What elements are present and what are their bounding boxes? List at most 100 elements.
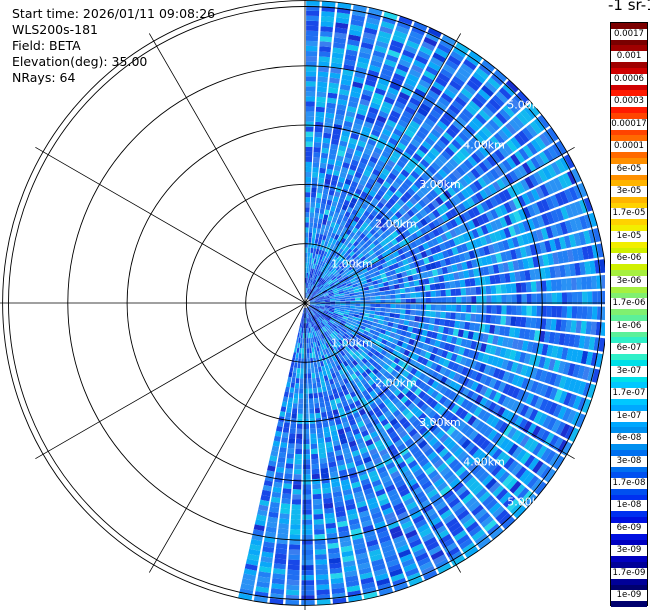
range-bin <box>275 471 284 478</box>
range-bin <box>332 324 338 329</box>
range-bin <box>324 308 330 311</box>
range-bin <box>371 511 383 520</box>
range-bin <box>317 259 322 266</box>
range-bin <box>315 116 324 123</box>
range-bin <box>511 387 521 399</box>
range-bin <box>406 365 414 373</box>
range-bin <box>446 546 460 558</box>
range-bin <box>404 78 417 88</box>
range-bin <box>486 305 492 314</box>
range-bin <box>332 344 337 350</box>
range-bin <box>471 305 477 313</box>
range-bin <box>499 454 511 467</box>
range-bin <box>312 292 317 297</box>
range-bin <box>308 312 311 318</box>
range-bin <box>314 320 318 326</box>
range-bin <box>417 176 427 186</box>
range-bin <box>462 330 469 339</box>
range-bin <box>566 278 572 291</box>
range-bin <box>314 306 319 310</box>
range-bin <box>526 159 537 173</box>
range-bin <box>566 292 573 305</box>
range-bin <box>457 92 470 104</box>
range-bin <box>311 327 314 333</box>
range-bin <box>308 294 312 300</box>
range-bin <box>342 215 349 223</box>
range-bin <box>564 425 575 440</box>
range-bin <box>365 368 372 375</box>
range-bin <box>314 253 318 260</box>
range-bin <box>356 166 365 174</box>
range-bin <box>350 159 359 167</box>
range-bin <box>382 101 393 110</box>
range-bin <box>323 262 328 269</box>
range-bin <box>361 357 368 365</box>
range-bin <box>302 494 312 500</box>
range-bin <box>408 415 418 424</box>
range-bin <box>330 303 336 305</box>
range-bin <box>401 182 410 191</box>
range-bin <box>399 266 406 273</box>
range-bin <box>273 435 281 442</box>
range-bin <box>318 442 326 449</box>
range-bin <box>327 347 332 353</box>
range-bin <box>375 296 381 300</box>
range-bin <box>320 406 326 413</box>
range-bin <box>305 307 307 313</box>
range-bin <box>461 296 467 304</box>
range-bin <box>506 156 517 169</box>
range-bin <box>322 268 327 274</box>
range-bin <box>288 544 301 550</box>
range-bin <box>310 316 313 322</box>
range-bin <box>361 280 368 285</box>
range-bin <box>325 348 330 354</box>
range-bin <box>375 525 388 534</box>
range-bin <box>328 461 337 468</box>
range-bin <box>331 325 336 331</box>
range-bin <box>323 274 328 280</box>
range-bin <box>345 575 359 583</box>
range-bin <box>339 171 347 179</box>
range-bin <box>453 226 462 236</box>
range-bin <box>381 128 392 137</box>
range-bin <box>315 281 319 287</box>
range-bin <box>314 297 320 300</box>
range-bin <box>318 172 326 179</box>
range-bin <box>353 216 360 223</box>
range-bin <box>520 391 530 403</box>
range-bin <box>375 274 382 280</box>
range-bin <box>314 402 320 409</box>
range-bin <box>502 516 516 530</box>
range-bin <box>343 389 350 396</box>
range-bin <box>414 519 428 529</box>
range-bin <box>376 444 386 452</box>
range-bin <box>399 155 409 165</box>
range-bin <box>401 469 412 479</box>
range-bin <box>345 195 352 202</box>
range-bin <box>355 303 361 307</box>
range-bin <box>370 263 377 269</box>
range-bin <box>338 339 344 345</box>
range-bin <box>378 110 389 119</box>
range-bin <box>388 253 395 260</box>
range-bin <box>356 108 367 116</box>
range-bin <box>330 304 336 307</box>
range-bin <box>311 310 315 315</box>
range-bin <box>587 291 593 305</box>
range-bin <box>331 200 338 208</box>
range-bin <box>516 339 524 351</box>
range-bin <box>503 227 512 239</box>
range-bin <box>434 340 441 348</box>
range-bin <box>427 113 439 124</box>
range-bin <box>338 530 350 538</box>
range-bin <box>303 444 310 450</box>
range-bin <box>313 222 318 229</box>
range-bin <box>288 438 296 444</box>
range-bin <box>307 373 312 379</box>
range-bin <box>442 63 456 75</box>
range-bin <box>556 306 562 318</box>
range-bin <box>331 355 337 362</box>
range-bin <box>337 314 344 318</box>
range-bin <box>469 75 483 88</box>
range-bin <box>329 77 340 84</box>
